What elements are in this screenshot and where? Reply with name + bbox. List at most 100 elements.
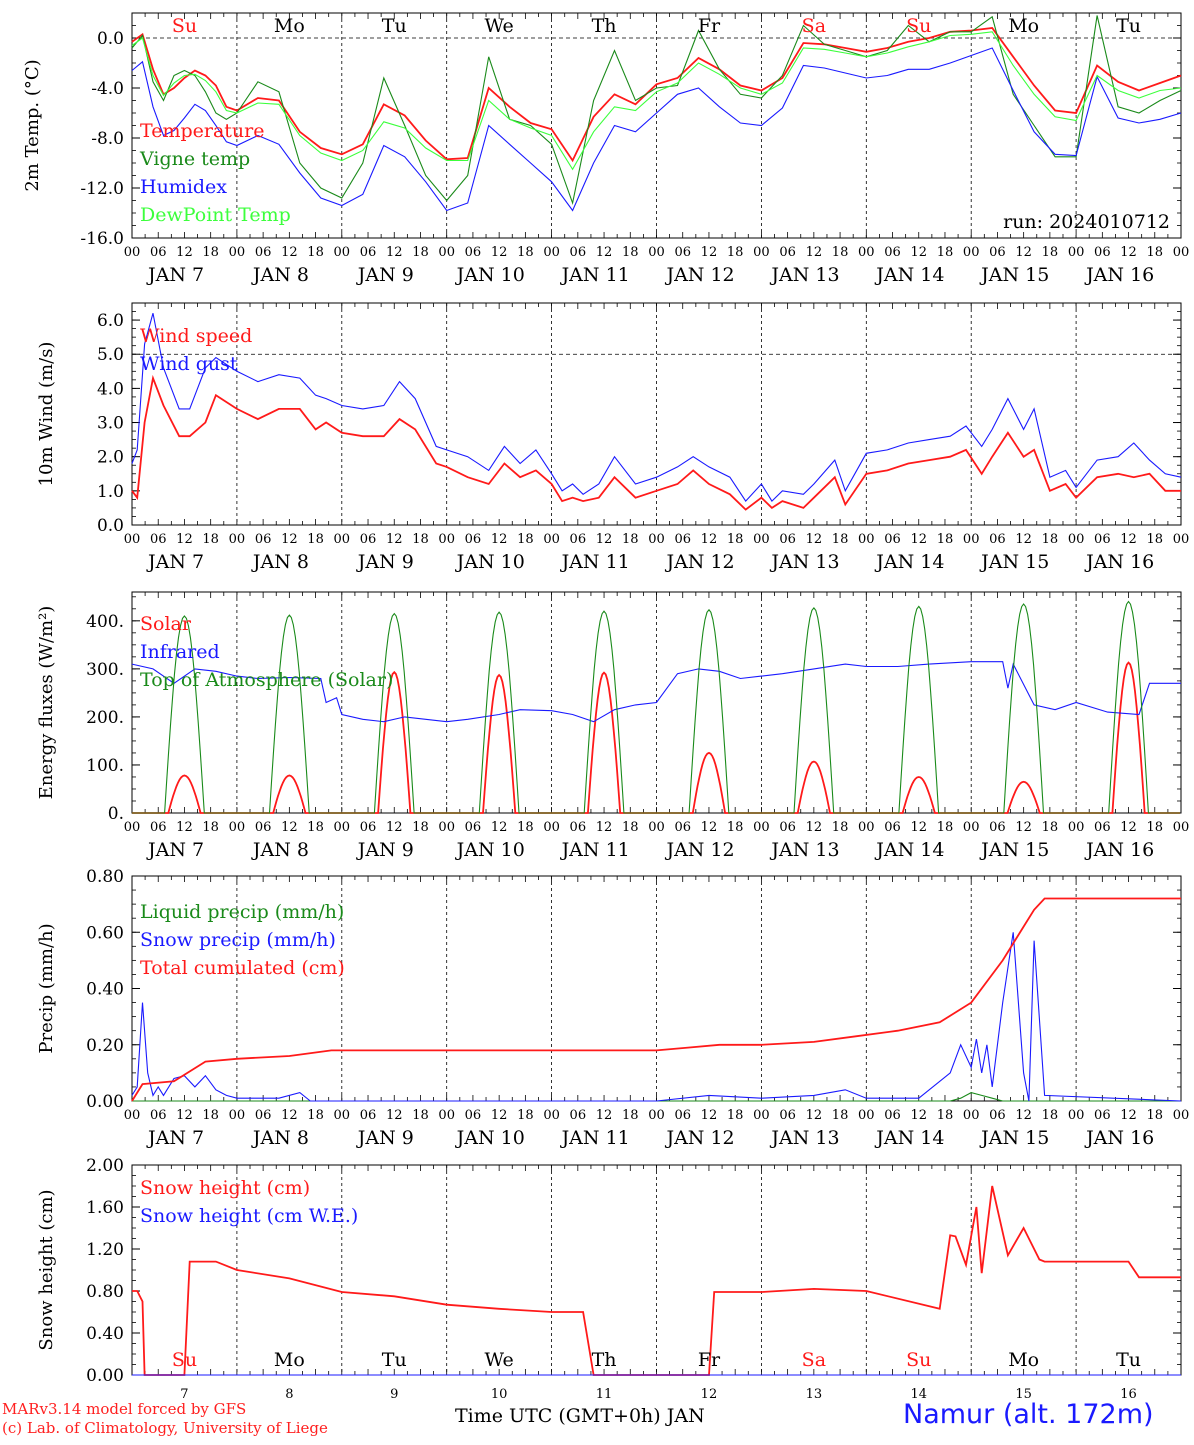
- weekday-label-bottom: We: [485, 1349, 514, 1371]
- date-label: JAN 15: [979, 1127, 1049, 1149]
- date-label: JAN 10: [455, 839, 525, 861]
- hour-label: 00: [543, 245, 560, 260]
- y-tick-label: 6.0: [97, 311, 124, 331]
- hour-label: 00: [1173, 820, 1190, 835]
- panel-3: 0. 100. 200. 300. 400. Energy fluxes (W/m²) 00…: [36, 591, 1190, 861]
- date-label: JAN 9: [356, 1127, 414, 1149]
- date-label: JAN 15: [979, 551, 1049, 573]
- hour-label: 18: [937, 532, 954, 547]
- hour-label: 06: [779, 532, 796, 547]
- hour-label: 00: [438, 820, 455, 835]
- hour-label: 18: [307, 245, 324, 260]
- y-tick-label: 200.: [86, 708, 124, 728]
- day-number-label: 16: [1120, 1387, 1137, 1402]
- hour-label: 18: [517, 532, 534, 547]
- date-label: JAN 7: [146, 551, 204, 573]
- y-tick-label: -8.0: [91, 129, 124, 149]
- date-label: JAN 10: [455, 551, 525, 573]
- hour-label: 06: [360, 532, 377, 547]
- hour-label: 06: [779, 245, 796, 260]
- weekday-label-top: We: [485, 15, 514, 37]
- date-label: JAN 16: [1084, 264, 1154, 286]
- day-number-label: 11: [596, 1387, 613, 1402]
- hour-label: 12: [281, 245, 298, 260]
- hour-label: 12: [281, 532, 298, 547]
- date-label: JAN 13: [769, 264, 839, 286]
- hour-label: 00: [543, 532, 560, 547]
- date-label: JAN 16: [1084, 1127, 1154, 1149]
- hour-label: 00: [858, 532, 875, 547]
- hour-label: 12: [701, 820, 718, 835]
- legend-entry: Wind speed: [140, 325, 252, 347]
- hour-label: 00: [229, 532, 246, 547]
- legend-entry: Top of Atmosphere (Solar): [140, 669, 393, 691]
- hour-label: 00: [124, 820, 141, 835]
- legend-entry: DewPoint Temp: [140, 204, 291, 226]
- hour-label: 12: [1015, 820, 1032, 835]
- hour-label: 00: [753, 820, 770, 835]
- hour-label: 12: [1015, 245, 1032, 260]
- date-label: JAN 12: [664, 839, 734, 861]
- y-tick-label: 100.: [86, 756, 124, 776]
- hour-label: 06: [674, 532, 691, 547]
- hour-label: 18: [202, 532, 219, 547]
- date-label: JAN 16: [1084, 551, 1154, 573]
- date-label: JAN 7: [146, 264, 204, 286]
- weekday-label-top: Tu: [1116, 15, 1141, 37]
- hour-label: 18: [517, 245, 534, 260]
- day-number-label: 8: [285, 1387, 293, 1402]
- legend-entry: Infrared: [140, 641, 220, 663]
- hour-label: 06: [1094, 820, 1111, 835]
- hour-label: 18: [412, 245, 429, 260]
- hour-label: 18: [1147, 245, 1164, 260]
- hour-label: 18: [517, 1108, 534, 1123]
- hour-label: 00: [1068, 820, 1085, 835]
- legend-entry: Snow height (cm): [140, 1177, 310, 1199]
- hour-label: 06: [674, 245, 691, 260]
- hour-label: 00: [334, 820, 351, 835]
- hour-label: 06: [674, 1108, 691, 1123]
- legend-entry: Wind gust: [140, 353, 238, 375]
- hour-label: 12: [1120, 820, 1137, 835]
- y-tick-label: 0.40: [86, 980, 124, 1000]
- hour-label: 06: [570, 820, 587, 835]
- hour-label: 12: [281, 1108, 298, 1123]
- y-tick-label: 1.0: [97, 482, 124, 502]
- y-tick-label: 4.0: [97, 379, 124, 399]
- hour-label: 18: [307, 820, 324, 835]
- day-number-label: 12: [701, 1387, 718, 1402]
- hour-label: 00: [543, 1108, 560, 1123]
- hour-label: 06: [1094, 532, 1111, 547]
- hour-label: 06: [884, 820, 901, 835]
- day-number-label: 14: [910, 1387, 927, 1402]
- hour-label: 06: [150, 245, 167, 260]
- x-axis-title: Time UTC (GMT+0h) JAN: [455, 1405, 705, 1427]
- hour-label: 12: [386, 532, 403, 547]
- hour-label: 12: [910, 532, 927, 547]
- hour-label: 18: [412, 532, 429, 547]
- panel-1: 0.0 -4.0 -8.0 -12.0 -16.0 2m Temp. (°C) 00 06 12…: [22, 12, 1189, 286]
- hour-label: 18: [202, 245, 219, 260]
- hour-label: 12: [491, 820, 508, 835]
- weekday-label-top: Th: [592, 15, 617, 37]
- hour-label: 18: [202, 1108, 219, 1123]
- hour-label: 12: [701, 1108, 718, 1123]
- y-tick-label: 0.0: [97, 516, 124, 536]
- hour-label: 12: [596, 820, 613, 835]
- legend-entry: Humidex: [140, 176, 227, 198]
- hour-label: 06: [465, 532, 482, 547]
- series-line-humidex: [131, 47, 1182, 212]
- hour-label: 18: [1042, 1108, 1059, 1123]
- date-label: JAN 9: [356, 264, 414, 286]
- weekday-label-bottom: Sa: [802, 1349, 826, 1371]
- date-label: JAN 14: [874, 1127, 944, 1149]
- day-number-label: 10: [491, 1387, 508, 1402]
- hour-label: 12: [1015, 532, 1032, 547]
- hour-label: 00: [1068, 1108, 1085, 1123]
- weekday-label-bottom: Fr: [698, 1349, 721, 1371]
- date-label: JAN 14: [874, 839, 944, 861]
- copyright-credit: (c) Lab. of Climatology, University of L…: [2, 1419, 328, 1437]
- hour-label: 06: [465, 245, 482, 260]
- hour-label: 18: [622, 1108, 639, 1123]
